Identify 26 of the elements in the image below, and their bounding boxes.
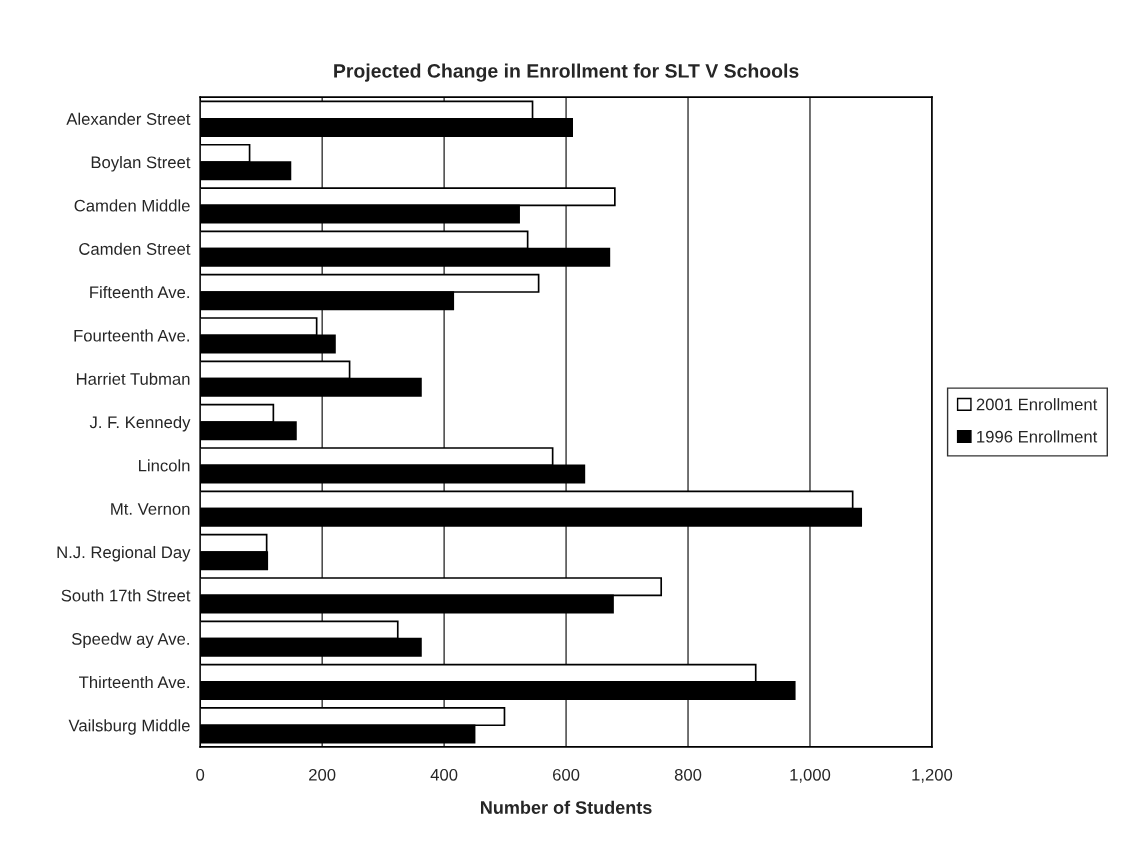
x-tick-label: 400 bbox=[430, 768, 458, 781]
x-tick-label: 1,200 bbox=[912, 768, 953, 783]
x-tick-label: 200 bbox=[309, 768, 336, 781]
y-tick-label: Fourteenth Ave. bbox=[74, 329, 189, 342]
y-tick-label: Alexander Street bbox=[66, 112, 191, 125]
y-tick-label: Lincoln bbox=[139, 459, 190, 472]
y-tick-label: Mt. Vernon bbox=[111, 503, 190, 515]
y-tick-label: Camden Middle bbox=[74, 199, 190, 212]
y-tick-label: N.J. Regional Day bbox=[57, 545, 191, 562]
y-tick-label: South 17th Street bbox=[61, 589, 191, 602]
legend-label: 2001 Enrollment bbox=[976, 398, 1098, 411]
x-tick-label: 1,000 bbox=[790, 768, 831, 783]
legend-label: 1996 Enrollment bbox=[977, 430, 1098, 443]
x-tick-label: 800 bbox=[674, 768, 702, 781]
y-tick-label: Vailsburg Middle bbox=[68, 719, 190, 735]
x-tick-label: 0 bbox=[196, 768, 205, 781]
y-tick-label: J. F. Kennedy bbox=[89, 415, 191, 432]
y-tick-label: Fifteenth Ave. bbox=[90, 285, 189, 299]
y-tick-label: Thirteenth Ave. bbox=[79, 675, 189, 689]
chart-title: Projected Change in Enrollment for SLT V Schools bbox=[334, 63, 799, 82]
y-tick-label: Harriet Tubman bbox=[76, 372, 190, 385]
x-tick-label: 600 bbox=[553, 768, 580, 781]
y-tick-label: Boylan Street bbox=[91, 156, 191, 172]
y-tick-label: Camden Street bbox=[79, 242, 191, 255]
x-axis-title: Number of Students bbox=[481, 800, 652, 814]
y-tick-label: Speedw ay Ave. bbox=[71, 632, 189, 649]
